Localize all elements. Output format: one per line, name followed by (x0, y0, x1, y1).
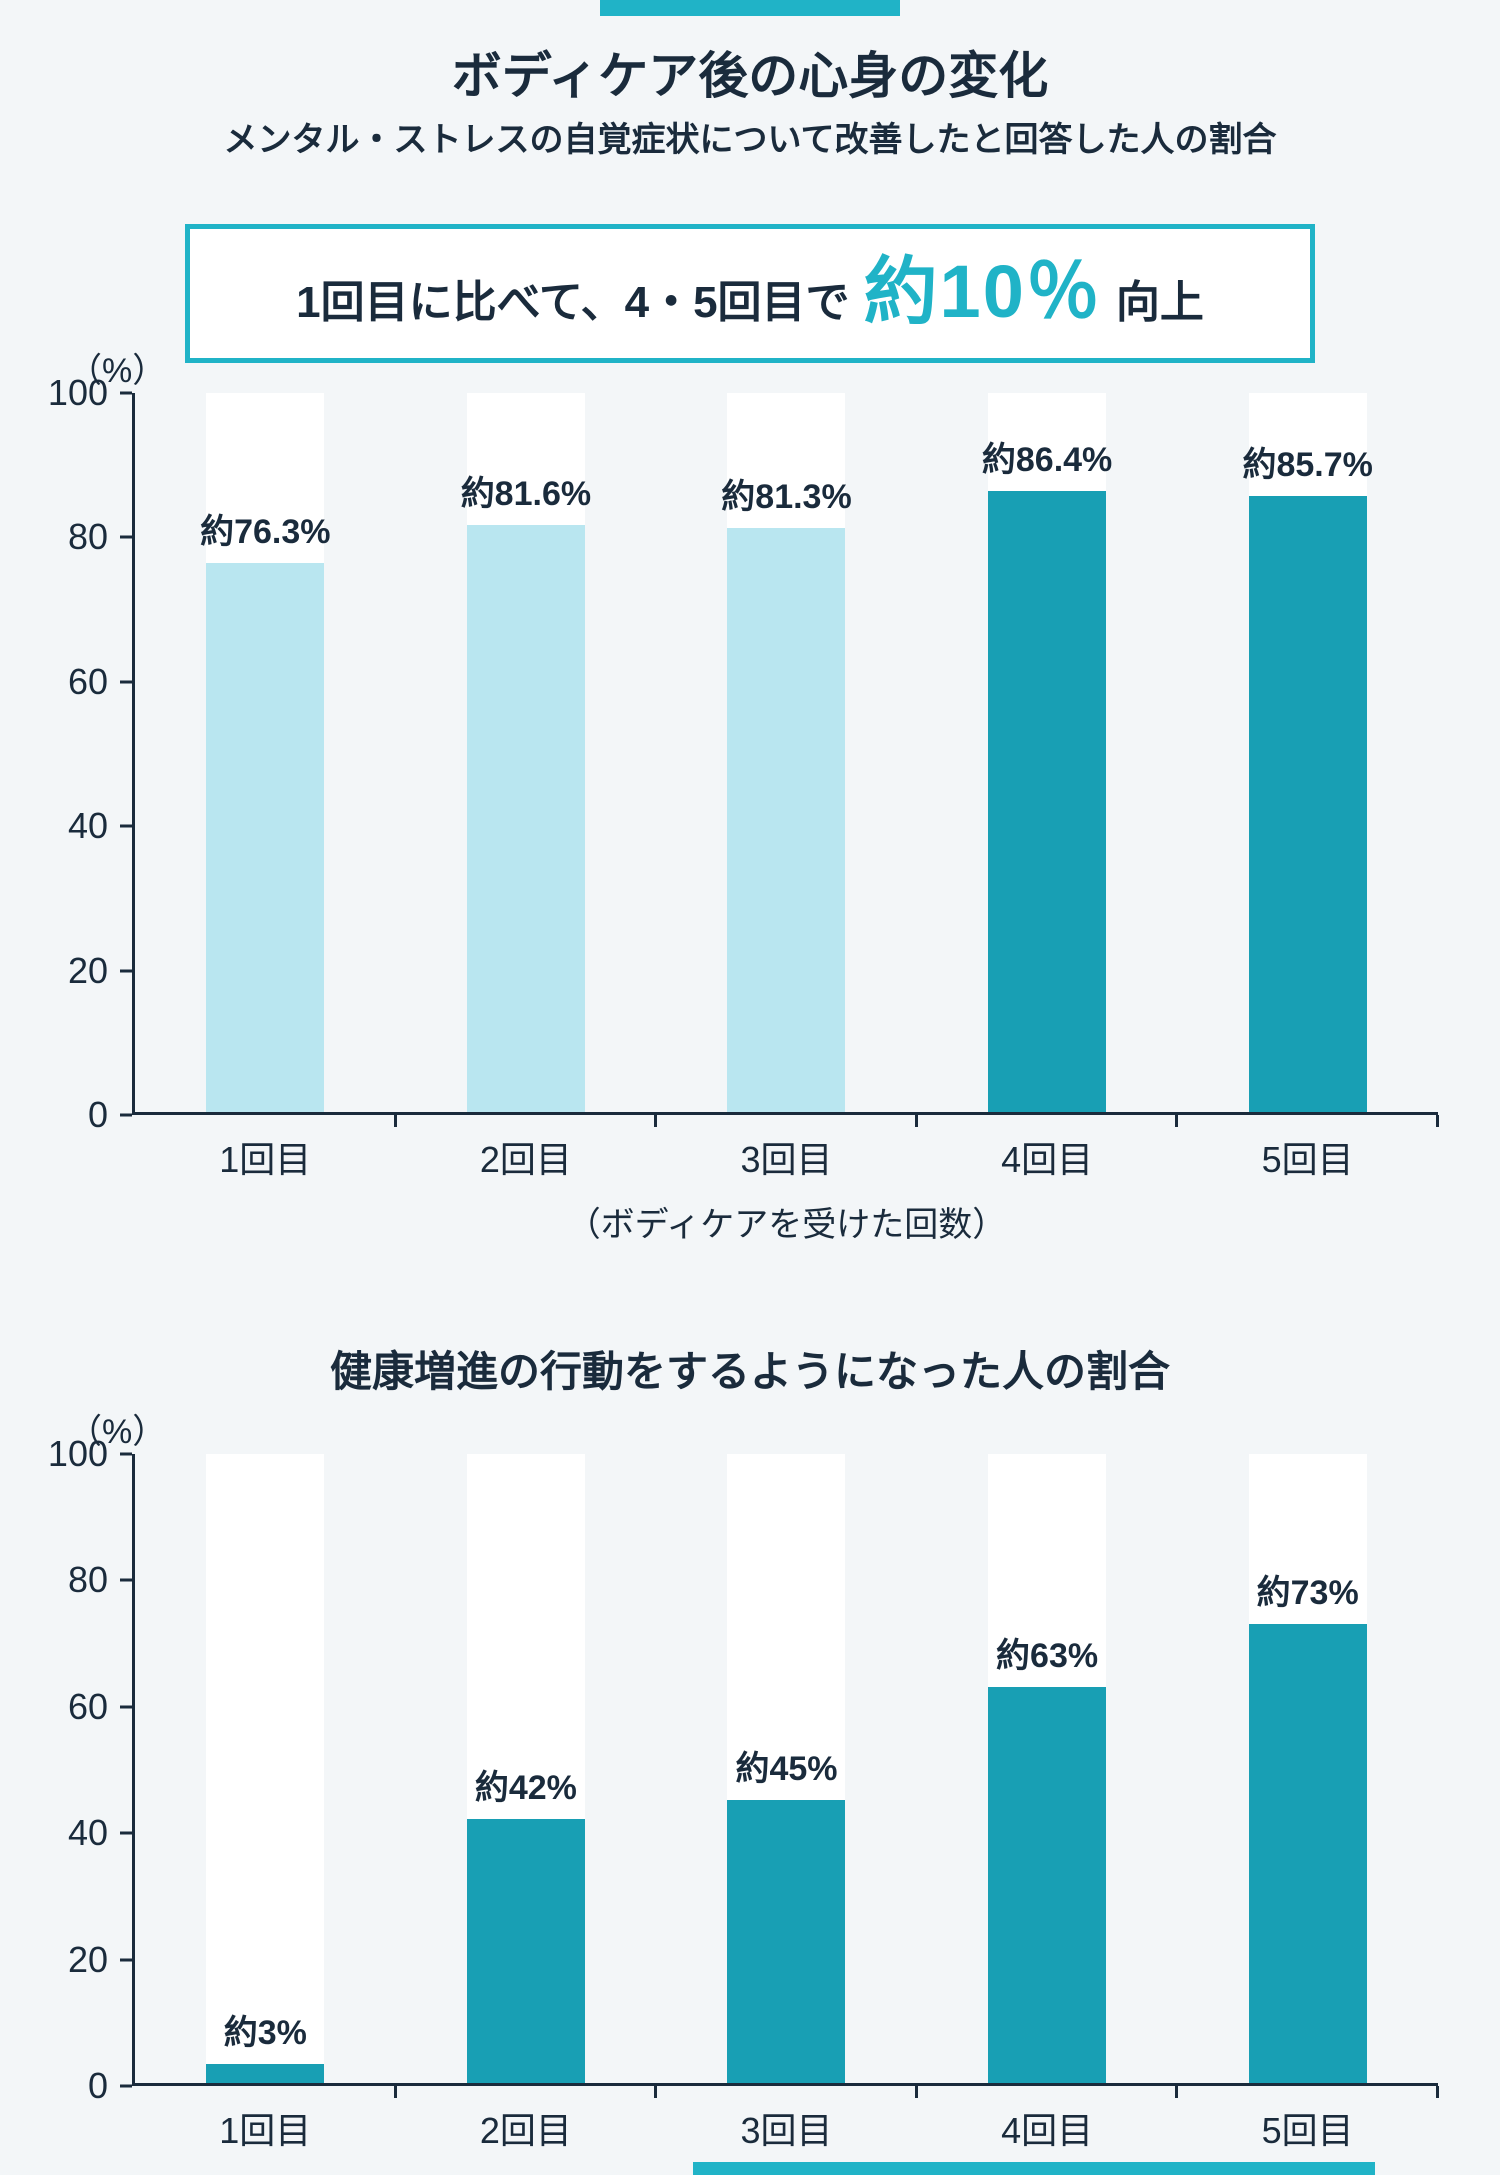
bar-value-label: 約85.7% (1242, 445, 1373, 484)
x-category-label: 3回目 (740, 2110, 833, 2152)
bar-track (206, 393, 325, 1113)
bar-value-label: 約3% (223, 2014, 307, 2053)
bar-group: 約3% (135, 1454, 397, 2099)
y-tick-mark (120, 1113, 132, 1117)
bar (727, 1800, 846, 2084)
x-axis-labels: 1回目 2回目 3回目 4回目 5回目 (135, 2102, 1438, 2154)
x-category-label: 5回目 (1261, 2110, 1354, 2152)
bar (466, 525, 585, 1113)
bar (988, 490, 1107, 1113)
bar (206, 2064, 325, 2084)
bar-group: 約73% (1177, 1454, 1439, 2099)
bar-group: 約86.4% (917, 393, 1178, 1128)
bar-track (1248, 1454, 1367, 2084)
y-tick-mark (120, 1831, 132, 1835)
bar-track (466, 1454, 585, 2084)
callout-prefix: 1回目に比べて、4・5回目で (296, 277, 850, 327)
bar (1248, 1623, 1367, 2084)
y-tick-label: 100 (47, 1433, 108, 1475)
y-tick-mark (120, 680, 132, 684)
bar-group: 約76.3% (135, 393, 397, 1128)
y-tick-label: 60 (67, 660, 108, 702)
x-category-label: 3回目 (740, 1139, 833, 1181)
page-title: ボディケア後の心身の変化 (451, 48, 1049, 104)
chart-health-behavior: （%） 0 20 40 60 80 100 約3% 約42% 約45% 約63% 約73% 1回目… (40, 1413, 1439, 2175)
x-category-label: 2回目 (479, 1139, 572, 1181)
y-tick-mark (120, 969, 132, 973)
y-tick-mark (120, 391, 132, 395)
chart-body: 0 20 40 60 80 100 約76.3% 約81.6% 約81.3% 約86.4% 約85… (40, 372, 1439, 1135)
bar-track (206, 1454, 325, 2084)
callout-highlight: 約10％ (863, 249, 1102, 333)
bar-track (466, 393, 585, 1113)
bar-value-label: 約73% (1256, 1573, 1359, 1612)
bar-group: 約81.3% (656, 393, 918, 1128)
bar-track (1248, 393, 1367, 1113)
y-tick-mark (120, 1578, 132, 1582)
bar-track (988, 1454, 1107, 2084)
y-tick-label: 20 (67, 1938, 108, 1980)
y-axis: 0 20 40 60 80 100 (40, 372, 132, 1135)
y-tick-mark (120, 824, 132, 828)
y-tick-label: 0 (87, 2065, 108, 2107)
x-axis-labels: 1回目 2回目 3回目 4回目 5回目 (135, 1131, 1438, 1183)
bar (727, 527, 846, 1113)
y-tick-label: 20 (67, 949, 108, 991)
x-axis-title: （ボディケアを受けた回数） (566, 1206, 1007, 1245)
chart1-title: メンタル・ストレスの自覚症状について改善したと回答した人の割合 (223, 120, 1277, 159)
chart-body: 0 20 40 60 80 100 約3% 約42% 約45% 約63% 約73% (40, 1433, 1439, 2106)
bar-value-label: 約86.4% (981, 440, 1113, 479)
bar-group: 約81.6% (396, 393, 657, 1128)
y-axis-unit-label: （%） (68, 1413, 167, 1452)
y-tick-mark (120, 1452, 132, 1456)
bar-value-label: 約45% (735, 1750, 838, 1789)
y-tick-label: 40 (67, 1812, 108, 1854)
bar (206, 563, 325, 1113)
y-tick-label: 80 (67, 1559, 108, 1601)
top-accent-tab (600, 0, 900, 16)
y-tick-label: 60 (67, 1685, 108, 1727)
x-category-label: 2回目 (479, 2110, 572, 2152)
key-finding-callout: 1回目に比べて、4・5回目で 約10％ 向上 (185, 223, 1315, 364)
bar-track (988, 393, 1107, 1113)
chart-mental-stress-improvement: （%） 0 20 40 60 80 100 約76.3% 約81.6% 約81.3% 約86.4… (40, 352, 1439, 1246)
y-tick-mark (120, 2084, 132, 2088)
chart2-title: 健康増進の行動をするようになった人の割合 (329, 1348, 1170, 1396)
bar-group: 約85.7% (1177, 393, 1439, 1128)
x-category-label: 1回目 (219, 2110, 312, 2152)
x-category-label: 1回目 (219, 1139, 312, 1181)
bar-track (727, 393, 846, 1113)
x-category-label: 4回目 (1001, 1139, 1094, 1181)
y-tick-mark (120, 1958, 132, 1962)
y-tick-label: 80 (67, 516, 108, 558)
bar-value-label: 約81.6% (460, 475, 592, 514)
bar (466, 1818, 585, 2084)
bar-track (727, 1454, 846, 2084)
bar-value-label: 約76.3% (200, 513, 331, 552)
y-axis-unit-label: （%） (68, 352, 167, 391)
bar (1248, 495, 1367, 1113)
plot-area: 約76.3% 約81.6% 約81.3% 約86.4% 約85.7% (132, 393, 1439, 1128)
y-tick-mark (120, 535, 132, 539)
y-axis: 0 20 40 60 80 100 (40, 1433, 132, 2106)
plot-area: 約3% 約42% 約45% 約63% 約73% (132, 1454, 1439, 2099)
bottom-accent-tab (693, 2162, 1375, 2175)
bar-group: 約63% (917, 1454, 1178, 2099)
bar-value-label: 約42% (474, 1768, 577, 1807)
x-category-label: 5回目 (1261, 1139, 1354, 1181)
bar-group: 約42% (396, 1454, 657, 2099)
bar-value-label: 約63% (996, 1636, 1099, 1675)
y-tick-label: 40 (67, 805, 108, 847)
x-category-label: 4回目 (1001, 2110, 1094, 2152)
callout-suffix: 向上 (1115, 277, 1204, 327)
bar-value-label: 約81.3% (721, 477, 852, 516)
bar-group: 約45% (656, 1454, 918, 2099)
bar (988, 1686, 1107, 2084)
y-tick-label: 0 (87, 1094, 108, 1136)
y-tick-mark (120, 1705, 132, 1709)
y-tick-label: 100 (47, 372, 108, 414)
